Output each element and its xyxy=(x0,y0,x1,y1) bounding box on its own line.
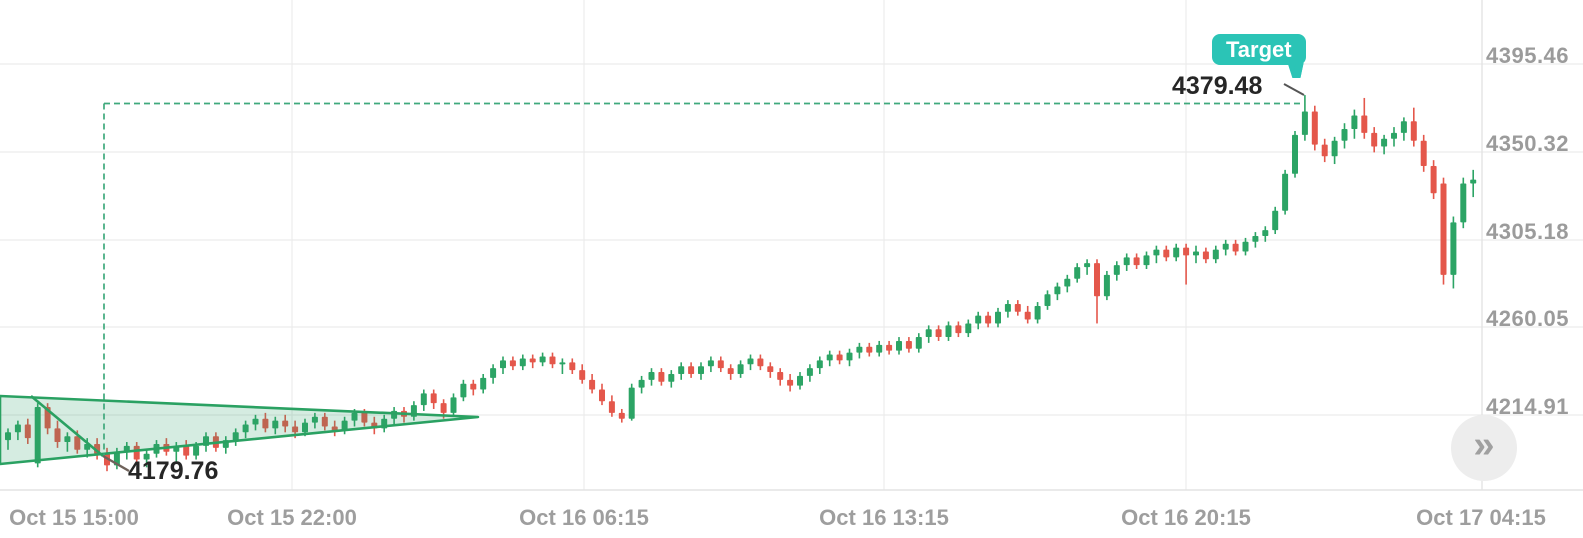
candles-layer xyxy=(5,95,1477,472)
y-axis-label: 4214.91 xyxy=(1486,394,1570,419)
x-axis-label: Oct 16 13:15 xyxy=(819,505,949,530)
grid-lines xyxy=(0,0,1583,491)
pennant-drawing[interactable] xyxy=(0,394,480,466)
x-axis-label: Oct 16 20:15 xyxy=(1121,505,1251,530)
target-price-annotation: 4379.48 xyxy=(1172,72,1263,100)
target-badge-tail xyxy=(1284,63,1304,78)
target-measurement-lines xyxy=(103,102,1302,456)
x-axis-label: Oct 15 15:00 xyxy=(9,505,139,530)
y-axis-label: 4350.32 xyxy=(1486,131,1570,156)
low-annotation-pointer xyxy=(102,454,130,473)
y-axis-label: 4260.05 xyxy=(1486,306,1570,331)
y-axis-label: 4305.18 xyxy=(1486,219,1570,244)
x-axis-label: Oct 16 06:15 xyxy=(519,505,649,530)
chevrons-right-icon: » xyxy=(1473,424,1495,466)
scroll-to-latest-button[interactable]: » xyxy=(1451,415,1517,481)
x-axis-label: Oct 15 22:00 xyxy=(227,505,357,530)
y-axis-label: 4395.46 xyxy=(1486,43,1570,68)
x-axis-label: Oct 17 04:15 xyxy=(1416,505,1546,530)
target-badge[interactable]: Target xyxy=(1212,34,1306,65)
low-price-annotation: 4179.76 xyxy=(128,457,219,485)
target-annotation-pointer xyxy=(1283,83,1305,96)
